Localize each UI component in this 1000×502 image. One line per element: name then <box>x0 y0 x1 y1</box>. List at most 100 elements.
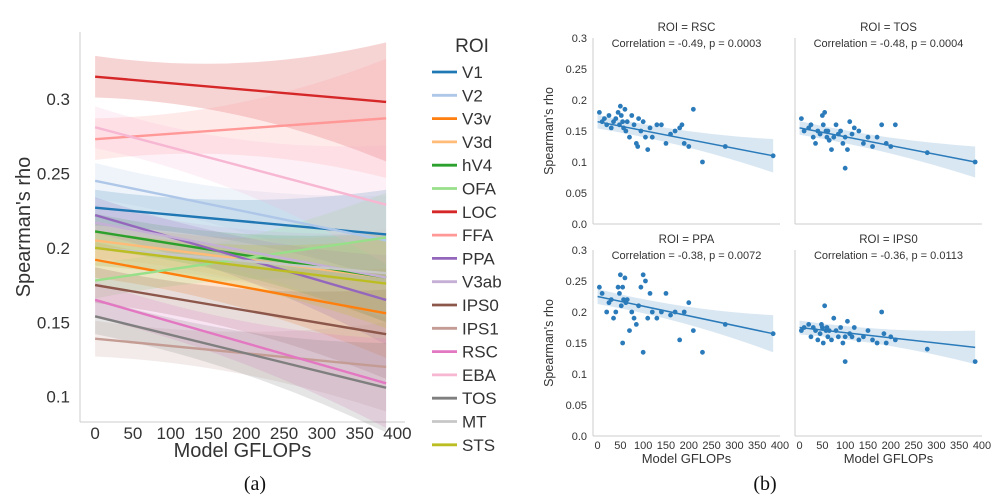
facet-xtick: 150 <box>859 440 877 452</box>
data-point <box>640 272 646 278</box>
facet-xtick: 50 <box>614 440 626 452</box>
data-point <box>596 110 602 115</box>
data-point <box>663 291 669 296</box>
data-point <box>654 315 660 321</box>
facet-1: ROI = RSC Correlation = -0.49, p = 0.0003… <box>542 22 780 231</box>
data-point <box>810 134 816 140</box>
facet-fit-line <box>799 326 976 349</box>
caption-b: (b) <box>753 473 776 495</box>
data-point <box>629 113 635 118</box>
data-point <box>798 116 804 121</box>
data-point <box>847 119 853 125</box>
facet-xtick: 0 <box>796 440 802 452</box>
data-point <box>604 309 610 315</box>
line-ffa <box>95 117 387 141</box>
xlabel-a: Model GFLOPs <box>174 440 312 462</box>
line-v2 <box>94 179 387 242</box>
legend-label-rsc: RSC <box>462 343 498 362</box>
data-point <box>613 309 619 315</box>
data-point <box>599 291 605 296</box>
facet-annotation: Correlation = -0.36, p = 0.0113 <box>814 250 963 262</box>
data-point <box>635 144 641 149</box>
facet-band <box>799 121 976 178</box>
data-point <box>627 134 632 140</box>
data-point <box>849 131 855 137</box>
data-point <box>826 137 832 143</box>
data-point <box>820 122 826 128</box>
facet-annotation: Correlation = -0.48, p = 0.0004 <box>814 38 964 50</box>
data-point <box>654 122 660 128</box>
facet-xtick: 350 <box>950 440 968 452</box>
facet-xtick: 0 <box>594 440 600 452</box>
data-point <box>849 334 855 340</box>
data-point <box>856 128 862 134</box>
caption-a: (a) <box>244 473 266 495</box>
line-rsc <box>94 298 387 385</box>
data-point <box>690 328 696 333</box>
data-point <box>865 134 871 140</box>
xtick-a-2: 100 <box>157 424 185 443</box>
legend-label-eba: EBA <box>462 366 497 385</box>
data-point <box>831 315 837 321</box>
data-point <box>631 315 637 321</box>
band-ffa <box>95 58 387 178</box>
data-point <box>881 331 887 337</box>
legend-label-ips0: IPS0 <box>462 296 499 315</box>
line-ppa <box>94 213 387 302</box>
data-point <box>636 116 642 121</box>
facet-fit-line <box>597 295 774 335</box>
xtick-a-7: 350 <box>345 424 373 443</box>
data-point <box>838 325 844 330</box>
facet-ytick: 0.3 <box>572 33 587 45</box>
data-point <box>647 291 653 296</box>
ytick-a-4: 0.3 <box>46 90 70 109</box>
line-loc <box>95 75 387 104</box>
data-point <box>808 334 814 340</box>
data-point <box>838 128 844 134</box>
data-point <box>681 141 687 146</box>
data-point <box>808 122 814 128</box>
data-point <box>813 141 818 146</box>
facet-xtick: 250 <box>904 440 922 452</box>
facet-xlabel: Model GFLOPs <box>844 451 934 466</box>
data-point <box>835 334 841 340</box>
data-point <box>638 284 644 290</box>
data-point <box>879 122 885 128</box>
xtick-a-5: 250 <box>270 424 298 443</box>
band-rsc <box>95 282 387 428</box>
data-point <box>840 141 846 146</box>
line-ips0 <box>94 283 387 336</box>
band-tos <box>95 298 387 433</box>
band-v1 <box>95 189 387 280</box>
facet-ytick: 0.0 <box>572 219 587 231</box>
facet-xtick: 100 <box>634 440 652 452</box>
facet-fit-line <box>597 120 774 157</box>
data-point <box>801 128 807 134</box>
ylabel-a: Spearman's rho <box>13 157 35 298</box>
facet-fit-line <box>799 127 976 163</box>
data-point <box>874 340 880 346</box>
data-point <box>972 359 978 364</box>
data-point <box>606 113 612 118</box>
data-point <box>631 122 637 128</box>
xtick-a-4: 200 <box>232 424 260 443</box>
data-point <box>822 110 828 115</box>
data-point <box>608 125 614 131</box>
band-ips1 <box>95 320 387 412</box>
line-sts <box>94 246 387 285</box>
band-ppa <box>95 197 387 345</box>
legend-label-loc: LOC <box>462 203 497 222</box>
data-point <box>624 297 630 302</box>
facet-title: ROI = PPA <box>659 234 715 246</box>
facet-3: ROI = PPA Correlation = -0.38, p = 0.0072… <box>542 234 789 466</box>
data-point <box>870 144 875 149</box>
xtick-a-1: 50 <box>123 424 142 443</box>
data-point <box>617 103 623 109</box>
legend-label-ips1: IPS1 <box>462 319 499 338</box>
band-hv4 <box>95 213 387 323</box>
panel-b: ROI = RSC Correlation = -0.49, p = 0.0003… <box>542 22 991 466</box>
data-point <box>833 122 839 128</box>
data-point <box>602 116 607 121</box>
data-point <box>645 315 651 321</box>
data-point <box>686 300 692 306</box>
